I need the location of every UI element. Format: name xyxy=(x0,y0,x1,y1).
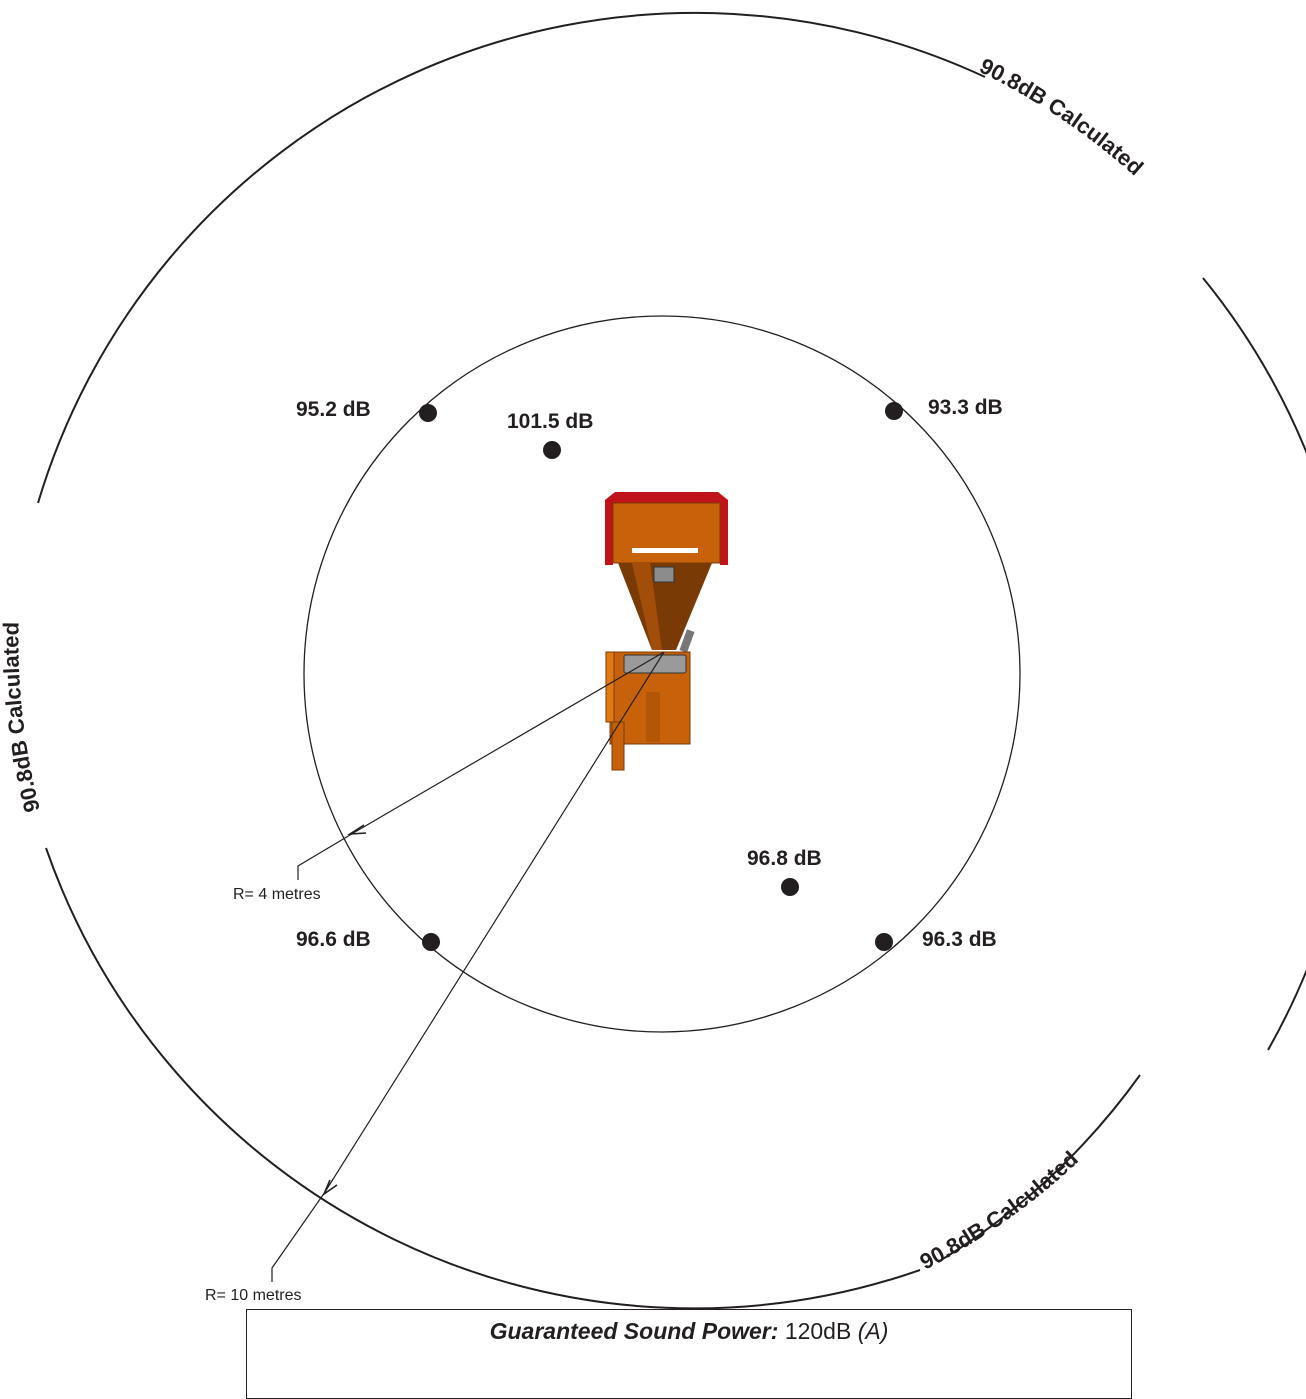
sound-power-text: Guaranteed Sound Power: 120dB (A) xyxy=(247,1318,1131,1345)
sound-power-unit: (A) xyxy=(857,1318,889,1344)
sound-power-box: Guaranteed Sound Power: 120dB (A) xyxy=(246,1309,1132,1399)
radius-pointers xyxy=(271,651,665,1282)
outer-ring-label-top-right: 90.8dB Calculated xyxy=(976,53,1148,180)
measurement-label: 96.3 dB xyxy=(922,928,997,951)
sound-power-value: 120dB xyxy=(784,1318,852,1344)
outer-radius-label: R= 10 metres xyxy=(205,1287,301,1304)
measurement-label: 96.6 dB xyxy=(296,928,371,951)
machine-icon xyxy=(605,492,728,771)
measurement-label: 96.8 dB xyxy=(747,847,822,870)
measurement-label: 93.3 dB xyxy=(928,396,1003,419)
measurement-dot xyxy=(543,441,561,459)
measurement-dot xyxy=(419,404,437,422)
measurement-dots xyxy=(419,402,903,951)
outer-ring xyxy=(37,11,1306,1310)
inner-radius-label: R= 4 metres xyxy=(233,886,321,903)
outer-ring-label-bottom-right: 90.8dB Calculated xyxy=(916,1146,1083,1274)
inner-ring xyxy=(303,315,1021,1033)
sound-power-label: Guaranteed Sound Power: xyxy=(489,1318,779,1344)
measurement-dot xyxy=(875,933,893,951)
measurement-label: 101.5 dB xyxy=(507,410,593,433)
measurement-dot xyxy=(885,402,903,420)
measurement-label: 95.2 dB xyxy=(296,398,371,421)
measurement-dot xyxy=(422,933,440,951)
outer-ring-label-left: 90.8dB Calculated xyxy=(0,622,45,815)
measurement-dot xyxy=(781,878,799,896)
